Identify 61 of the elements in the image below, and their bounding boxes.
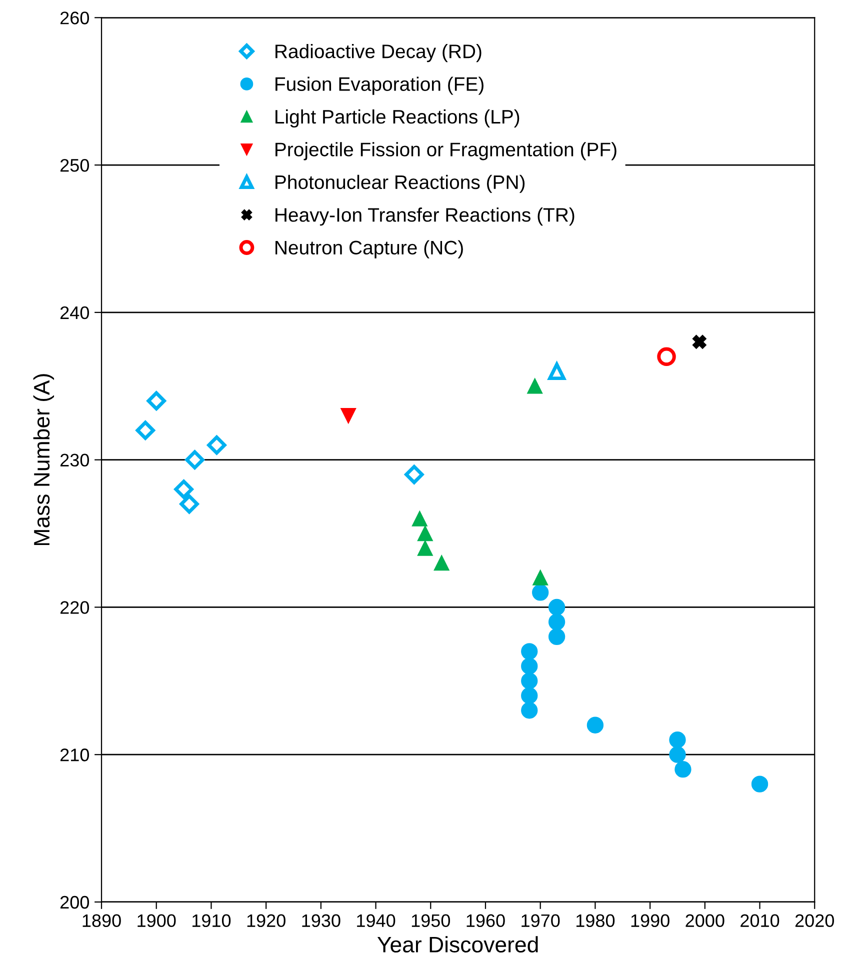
point — [521, 702, 538, 719]
point — [412, 511, 428, 526]
y-tick-label: 200 — [60, 896, 89, 909]
point — [418, 526, 433, 542]
y-axis-title: Mass Number (A) — [33, 374, 54, 546]
point — [521, 687, 538, 704]
y-tick-label: 230 — [60, 454, 89, 467]
y-tick-label: 220 — [60, 601, 89, 614]
legend-label: Projectile Fission or Fragmentation (PF) — [276, 142, 616, 160]
x-tick-label: 1920 — [247, 914, 286, 928]
point — [657, 347, 676, 366]
point — [521, 672, 538, 690]
point — [146, 391, 166, 410]
y-tick-label: 260 — [60, 12, 89, 24]
legend-label: Radioactive Decay (RD) — [276, 44, 482, 62]
point — [185, 450, 204, 470]
point — [548, 614, 566, 630]
x-tick-label: 1930 — [302, 914, 340, 928]
point — [669, 746, 686, 763]
point — [404, 464, 424, 484]
x-tick-label: 1940 — [357, 914, 396, 928]
point — [532, 584, 549, 601]
point — [340, 408, 356, 424]
x-tick-label: 2010 — [740, 914, 780, 928]
point — [207, 435, 226, 455]
x-tick-label: 2000 — [686, 914, 724, 928]
x-tick-label: 1900 — [138, 914, 176, 928]
point — [548, 628, 566, 646]
point — [751, 776, 768, 792]
x-tick-label: 2020 — [795, 914, 834, 928]
x-tick-label: 1980 — [576, 914, 615, 928]
x-axis-title: Year Discovered — [377, 936, 538, 953]
point — [669, 732, 686, 748]
legend-label: Heavy-Ion Transfer Reactions (TR) — [276, 208, 574, 226]
y-tick-label: 210 — [60, 748, 89, 762]
legend-label: Fusion Evaporation (FE) — [276, 76, 484, 95]
point — [527, 378, 542, 394]
point — [548, 362, 566, 380]
point — [136, 420, 155, 440]
point — [434, 555, 450, 571]
point — [548, 598, 566, 616]
point — [521, 658, 538, 674]
point — [692, 334, 706, 349]
x-tick-label: 1960 — [466, 914, 505, 928]
x-tick-label: 1950 — [412, 914, 450, 928]
point — [174, 480, 194, 499]
point — [180, 494, 199, 514]
x-tick-label: 1890 — [82, 914, 121, 928]
point — [521, 643, 538, 660]
point — [532, 570, 548, 586]
legend-label: Photonuclear Reactions (PN) — [276, 174, 525, 193]
legend-label: Light Particle Reactions (LP) — [276, 109, 520, 128]
point — [674, 761, 692, 778]
point — [418, 540, 433, 556]
x-tick-label: 1970 — [522, 914, 560, 928]
legend-label: Neutron Capture (NC) — [276, 240, 463, 258]
x-tick-label: 1910 — [192, 914, 231, 928]
x-tick-label: 1990 — [631, 914, 670, 928]
y-tick-label: 250 — [60, 158, 89, 172]
point — [586, 716, 604, 734]
y-tick-label: 240 — [60, 306, 89, 320]
